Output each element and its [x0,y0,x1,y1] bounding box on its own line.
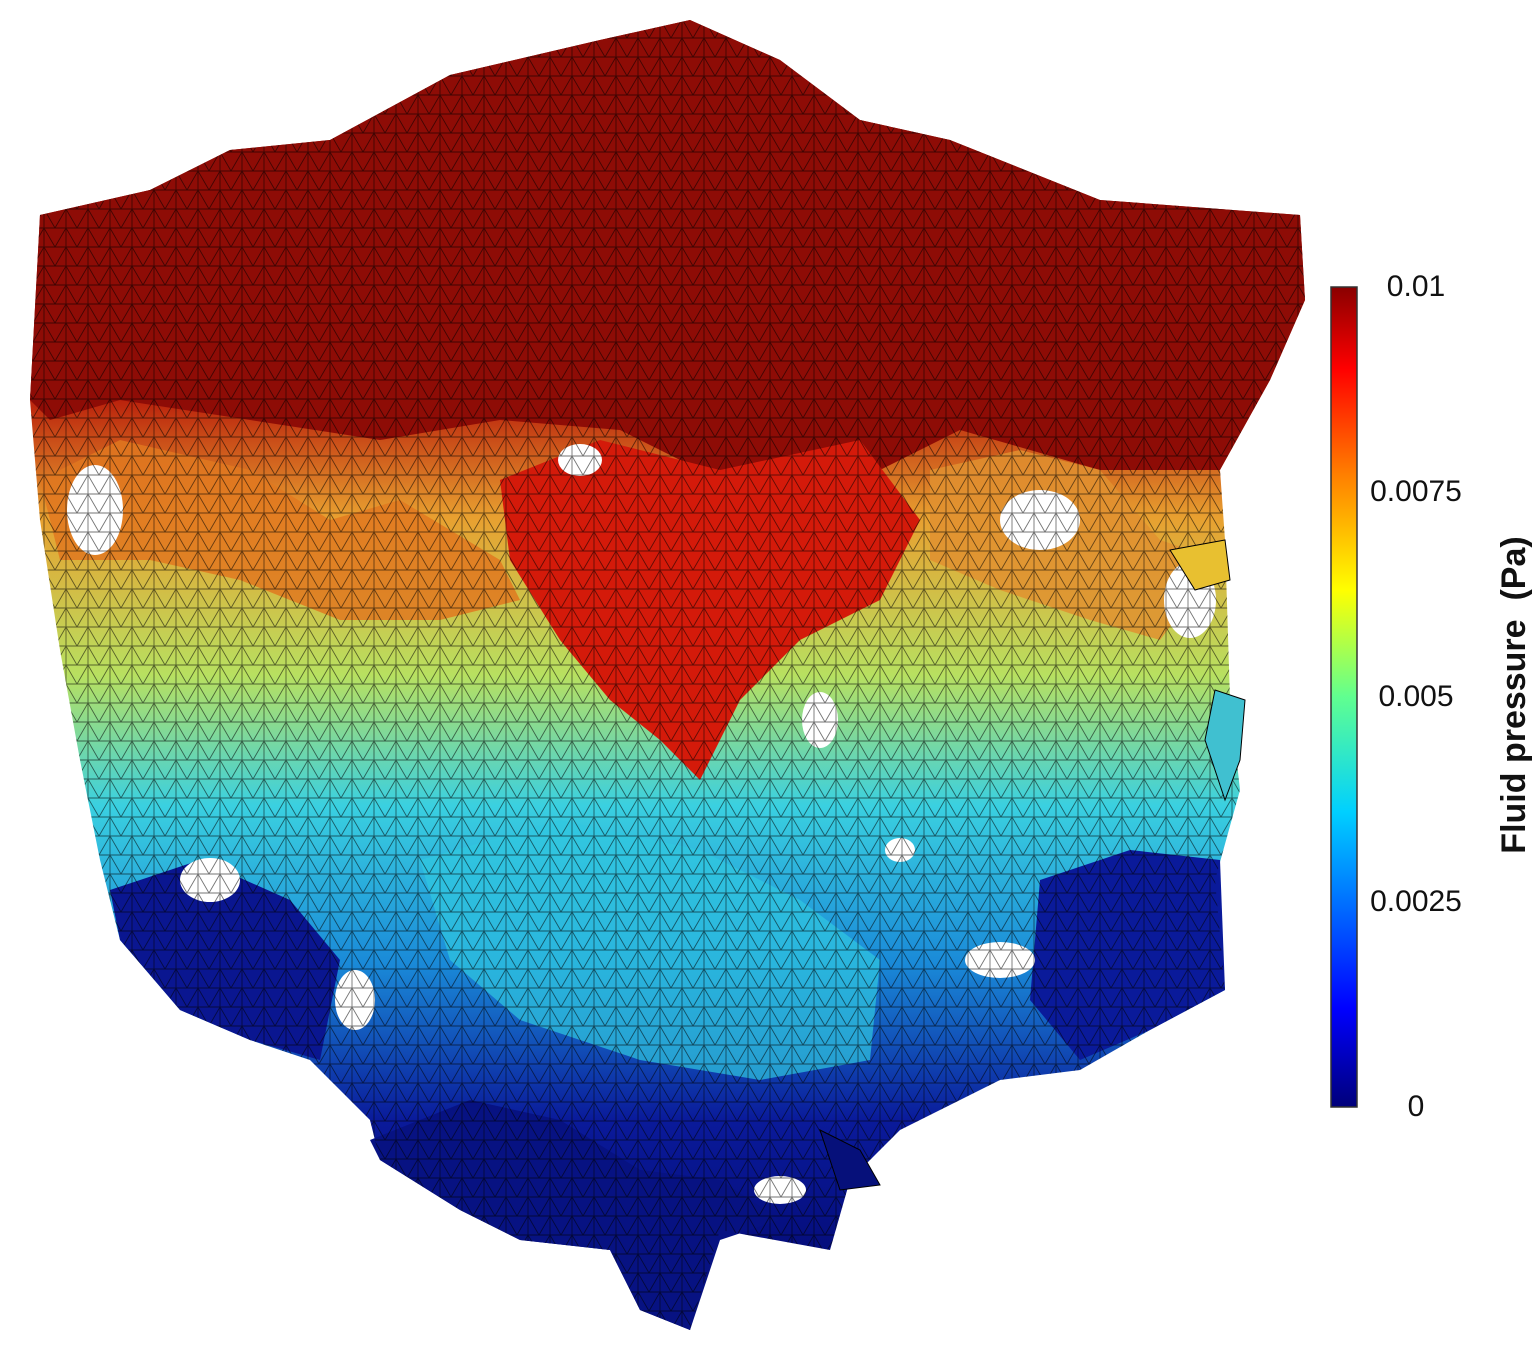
colorbar-tick-label: 0.0075 [1370,475,1462,508]
colorbar [1330,286,1358,1108]
detached-fragment [1204,689,1246,802]
detached-fragment [819,1129,881,1191]
colorbar-tick-label: 0.0025 [1370,885,1462,918]
colorbar-tick-label: 0.005 [1378,680,1454,713]
mesh-overlay [30,20,1305,1330]
colorbar-title: Fluid pressure (Pa) [1495,536,1533,854]
colorbar-tick-label: 0.01 [1386,270,1446,303]
colorbar-gradient [1330,286,1358,1108]
porous-structure [30,20,1305,1330]
colorbar-tick-label: 0 [1407,1090,1425,1123]
detached-fragment [1169,539,1231,591]
